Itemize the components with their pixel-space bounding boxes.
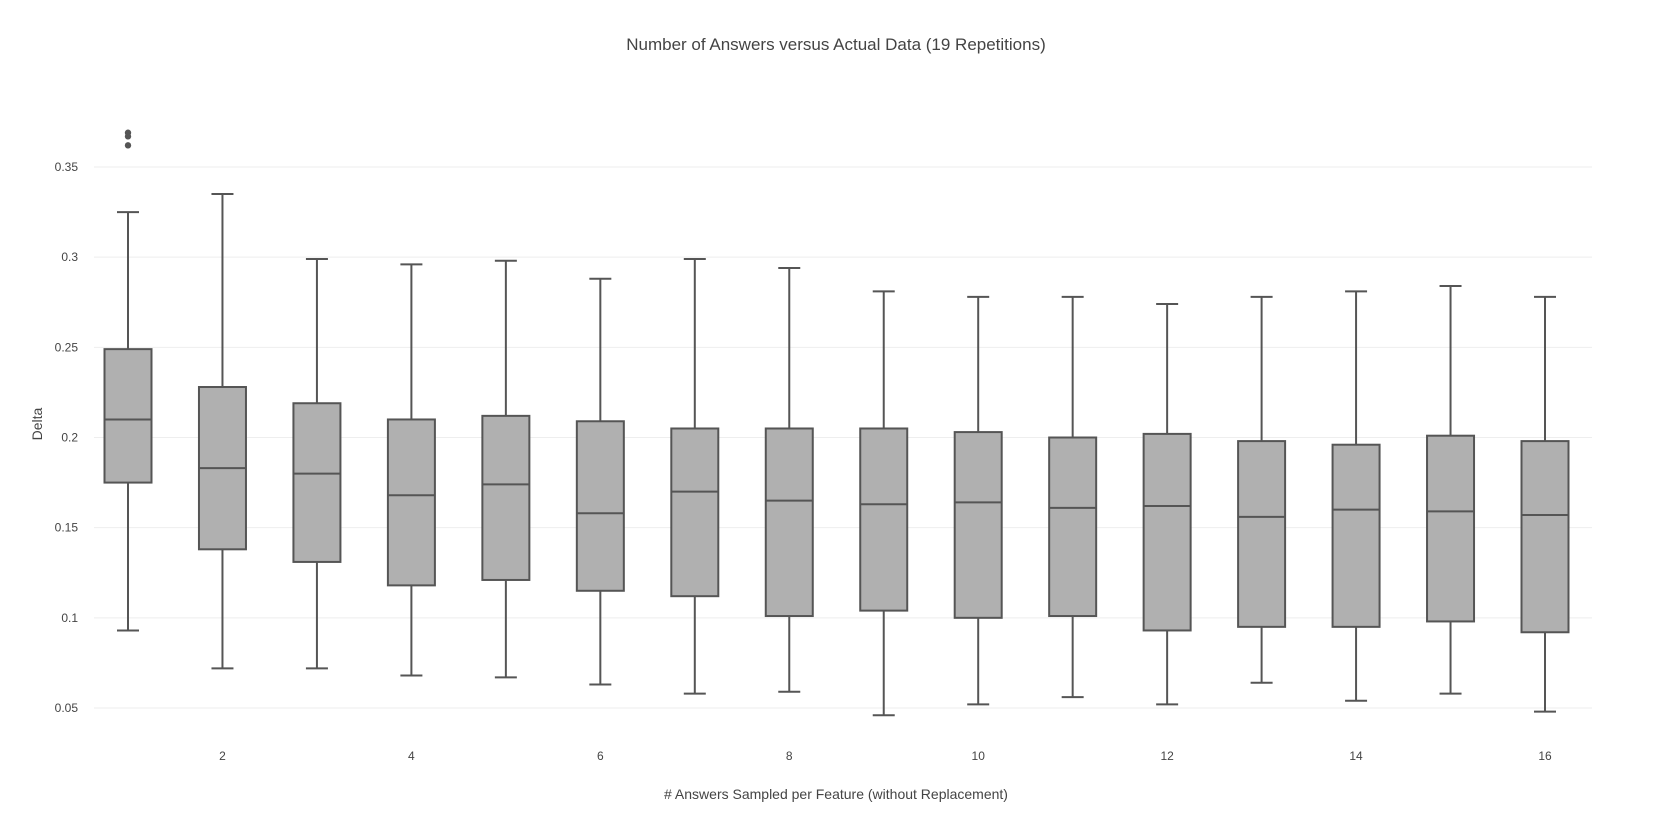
box-group bbox=[1520, 295, 1570, 713]
box-iqr bbox=[670, 427, 720, 598]
box-group bbox=[764, 266, 814, 693]
chart-title: Number of Answers versus Actual Data (19… bbox=[626, 35, 1046, 54]
box-group bbox=[1426, 285, 1476, 695]
box-group bbox=[197, 193, 247, 670]
box-group bbox=[670, 257, 720, 695]
box-iqr bbox=[1237, 440, 1287, 628]
box-group bbox=[1142, 303, 1192, 706]
x-tick-label: 6 bbox=[597, 749, 604, 763]
box-group bbox=[575, 277, 625, 686]
box-iqr bbox=[292, 402, 342, 563]
y-tick-label: 0.25 bbox=[55, 340, 79, 354]
y-tick-label: 0.05 bbox=[55, 701, 79, 715]
boxes-layer bbox=[103, 129, 1570, 717]
box-iqr bbox=[1426, 434, 1476, 623]
y-grid bbox=[94, 166, 1592, 709]
box-group bbox=[103, 129, 153, 632]
y-tick-label: 0.35 bbox=[55, 160, 79, 174]
box-iqr bbox=[1520, 440, 1570, 634]
y-tick-label: 0.1 bbox=[61, 611, 78, 625]
y-tick-label: 0.2 bbox=[61, 431, 78, 445]
box-iqr bbox=[953, 431, 1003, 619]
y-tick-label: 0.3 bbox=[61, 250, 78, 264]
x-tick-labels: 2 4 6 8 10 12 14 16 bbox=[219, 749, 1552, 763]
y-tick-label: 0.15 bbox=[55, 521, 79, 535]
outlier-point bbox=[124, 133, 132, 140]
y-tick-labels: 0.05 0.1 0.15 0.2 0.25 0.3 0.35 bbox=[55, 160, 79, 715]
x-axis-title: # Answers Sampled per Feature (without R… bbox=[664, 786, 1008, 802]
box-iqr bbox=[575, 420, 625, 592]
box-group bbox=[953, 295, 1003, 706]
box-iqr bbox=[1331, 443, 1381, 628]
x-tick-label: 2 bbox=[219, 749, 226, 763]
box-group bbox=[1048, 295, 1098, 699]
box-iqr bbox=[1048, 436, 1098, 618]
box-group bbox=[859, 290, 909, 717]
x-tick-label: 10 bbox=[972, 749, 986, 763]
x-tick-label: 8 bbox=[786, 749, 793, 763]
box-iqr bbox=[1142, 432, 1192, 632]
x-tick-label: 16 bbox=[1538, 749, 1552, 763]
box-iqr bbox=[764, 427, 814, 618]
x-tick-label: 14 bbox=[1349, 749, 1363, 763]
outlier-point bbox=[124, 142, 132, 149]
box-group bbox=[1331, 290, 1381, 702]
box-group bbox=[1237, 295, 1287, 684]
box-iqr bbox=[859, 427, 909, 612]
x-tick-label: 4 bbox=[408, 749, 415, 763]
x-tick-label: 12 bbox=[1160, 749, 1174, 763]
box-group bbox=[481, 259, 531, 679]
box-iqr bbox=[481, 414, 531, 581]
box-iqr bbox=[386, 418, 436, 587]
box-group bbox=[292, 257, 342, 670]
box-iqr bbox=[103, 348, 153, 484]
y-axis-title: Delta bbox=[29, 407, 45, 440]
box-group bbox=[386, 263, 436, 677]
